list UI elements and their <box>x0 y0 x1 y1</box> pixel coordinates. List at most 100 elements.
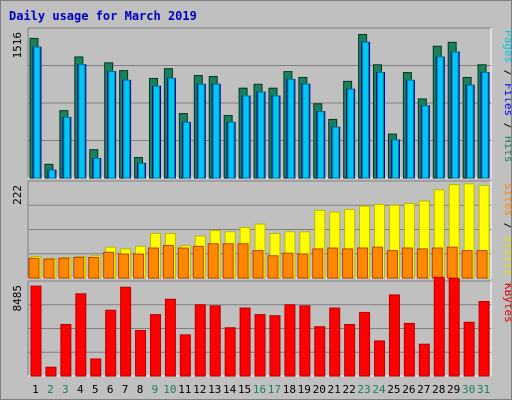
bar-hits-pages-6 <box>108 71 116 179</box>
day-label-24: 24 <box>372 383 386 396</box>
day-label-14: 14 <box>223 383 237 396</box>
max-label-kbytes: 8485 <box>11 285 24 312</box>
day-label-19: 19 <box>298 383 311 396</box>
bar-kbytes-kbytes-12 <box>194 304 206 377</box>
day-label-27: 27 <box>417 383 430 396</box>
bar-kbytes-kbytes-27 <box>418 343 430 377</box>
bar-visits-sites-18 <box>282 252 294 279</box>
bar-hits-pages-4 <box>78 64 86 179</box>
bar-visits-sites-7 <box>118 253 130 279</box>
day-label-7: 7 <box>122 383 129 396</box>
bar-visits-sites-12 <box>192 245 204 279</box>
max-label-visits: 222 <box>11 185 24 205</box>
bar-kbytes-kbytes-15 <box>239 307 251 377</box>
bar-kbytes-kbytes-25 <box>388 294 400 377</box>
bar-kbytes-kbytes-9 <box>149 314 161 377</box>
legend-hits: Pages / Files / Hits <box>502 30 511 163</box>
bar-visits-sites-31 <box>476 250 488 279</box>
bar-visits-sites-2 <box>43 258 55 279</box>
bar-kbytes-kbytes-5 <box>90 358 102 377</box>
bar-visits-sites-13 <box>207 243 219 279</box>
day-label-17: 17 <box>268 383 281 396</box>
bar-hits-pages-14 <box>227 121 235 179</box>
bar-visits-sites-19 <box>297 253 309 279</box>
bar-kbytes-kbytes-29 <box>448 277 460 377</box>
legend-item-visits-1: / <box>502 216 511 236</box>
day-label-22: 22 <box>342 383 355 396</box>
bar-visits-sites-17 <box>267 255 279 279</box>
day-label-25: 25 <box>387 383 400 396</box>
legend-kbytes: KBytes <box>502 283 511 323</box>
chart-title: Daily usage for March 2019 <box>9 9 197 23</box>
day-label-3: 3 <box>62 383 69 396</box>
day-label-8: 8 <box>137 383 144 396</box>
bar-visits-sites-16 <box>252 250 264 279</box>
bar-hits-pages-18 <box>287 78 295 179</box>
bar-hits-pages-20 <box>317 111 325 179</box>
legend-item-hits-3: / <box>502 116 511 136</box>
day-label-5: 5 <box>92 383 99 396</box>
bar-hits-pages-8 <box>138 162 146 179</box>
day-label-30: 30 <box>462 383 475 396</box>
bar-visits-sites-26 <box>401 247 413 279</box>
bar-hits-pages-27 <box>421 105 429 179</box>
bar-visits-sites-9 <box>147 247 159 279</box>
day-label-16: 16 <box>253 383 266 396</box>
bar-visits-sites-14 <box>222 243 234 279</box>
bar-kbytes-kbytes-21 <box>329 307 341 377</box>
day-label-1: 1 <box>32 383 39 396</box>
day-label-15: 15 <box>238 383 251 396</box>
bar-kbytes-kbytes-1 <box>30 285 42 377</box>
bar-kbytes-kbytes-19 <box>299 305 311 377</box>
bar-kbytes-kbytes-17 <box>269 315 281 377</box>
legend-item-visits-0: Sites <box>502 183 511 216</box>
bar-hits-pages-15 <box>242 95 250 179</box>
max-label-hits: 1516 <box>11 32 24 59</box>
bar-hits-pages-17 <box>272 95 280 179</box>
day-label-13: 13 <box>208 383 221 396</box>
bar-kbytes-kbytes-30 <box>463 321 475 377</box>
day-label-23: 23 <box>357 383 370 396</box>
bar-hits-pages-9 <box>152 85 160 179</box>
bar-hits-pages-10 <box>167 77 175 179</box>
bar-hits-pages-16 <box>257 91 265 179</box>
bar-kbytes-kbytes-7 <box>120 286 132 377</box>
bar-hits-pages-30 <box>466 84 474 179</box>
day-label-4: 4 <box>77 383 84 396</box>
bar-kbytes-kbytes-8 <box>135 330 147 377</box>
day-label-18: 18 <box>283 383 296 396</box>
bar-kbytes-kbytes-4 <box>75 293 87 377</box>
bar-hits-pages-21 <box>332 126 340 179</box>
day-label-6: 6 <box>107 383 114 396</box>
bar-kbytes-kbytes-31 <box>478 300 490 377</box>
bar-hits-pages-12 <box>197 83 205 179</box>
day-label-9: 9 <box>152 383 159 396</box>
bar-hits-pages-28 <box>436 56 444 179</box>
bar-kbytes-kbytes-14 <box>224 327 236 377</box>
day-label-11: 11 <box>178 383 191 396</box>
legend-visits: Sites / Visits <box>502 183 511 276</box>
legend-item-hits-4: Hits <box>502 136 511 163</box>
bar-kbytes-kbytes-16 <box>254 314 266 377</box>
bar-kbytes-kbytes-10 <box>164 298 176 377</box>
bar-visits-sites-3 <box>58 257 70 279</box>
bar-hits-pages-23 <box>362 41 370 179</box>
bar-visits-sites-23 <box>357 247 369 279</box>
legend-item-hits-2: Files <box>502 83 511 116</box>
bar-hits-pages-11 <box>182 121 190 179</box>
day-label-2: 2 <box>47 383 54 396</box>
bar-visits-sites-28 <box>431 247 443 279</box>
bar-kbytes-kbytes-2 <box>45 366 57 377</box>
bar-hits-pages-13 <box>212 83 220 179</box>
bar-kbytes-kbytes-26 <box>403 322 415 377</box>
bar-visits-sites-1 <box>28 257 40 279</box>
legend-item-kbytes-0: KBytes <box>502 283 511 323</box>
bar-kbytes-kbytes-11 <box>179 334 191 377</box>
bar-kbytes-kbytes-22 <box>344 323 356 377</box>
bar-visits-sites-27 <box>416 248 428 279</box>
bar-kbytes-kbytes-24 <box>374 340 386 377</box>
bar-visits-sites-10 <box>162 244 174 279</box>
bar-visits-sites-4 <box>73 256 85 279</box>
bar-kbytes-kbytes-20 <box>314 326 326 377</box>
